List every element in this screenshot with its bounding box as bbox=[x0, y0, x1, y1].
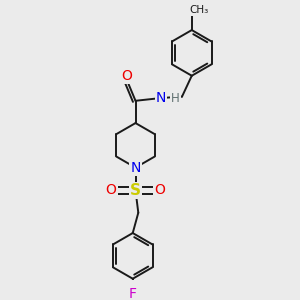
Text: O: O bbox=[106, 184, 116, 197]
Text: O: O bbox=[122, 69, 133, 83]
Text: F: F bbox=[129, 287, 137, 300]
Text: N: N bbox=[130, 160, 141, 175]
Text: N: N bbox=[156, 91, 166, 105]
Text: CH₃: CH₃ bbox=[189, 5, 208, 15]
Text: S: S bbox=[130, 183, 141, 198]
Text: O: O bbox=[154, 184, 166, 197]
Text: H: H bbox=[171, 92, 180, 104]
